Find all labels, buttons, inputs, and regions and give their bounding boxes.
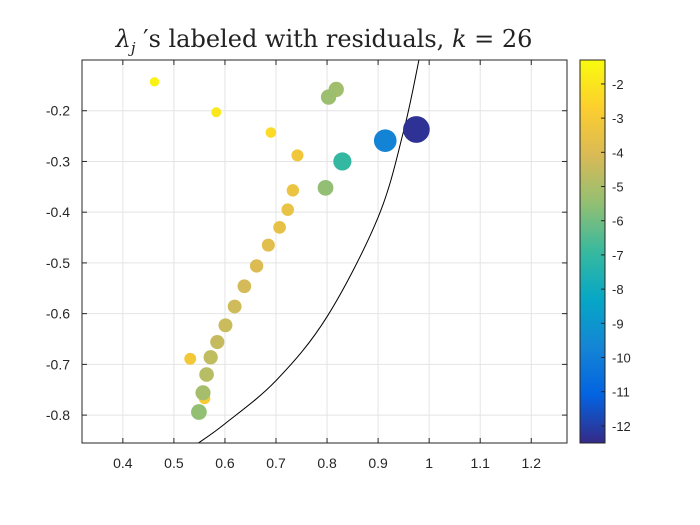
y-tick-label: -0.8	[46, 407, 70, 423]
title-k-value: = 26	[466, 25, 532, 53]
colorbar-tick-label: -2	[612, 77, 624, 92]
colorbar-box	[579, 59, 606, 444]
scatter-point	[273, 221, 286, 234]
chart-title: λj ′s labeled with residuals, k = 26	[115, 25, 533, 57]
scatter-point	[320, 89, 337, 105]
points-layer	[149, 77, 430, 420]
scatter-point	[333, 152, 352, 171]
grid-layer	[82, 60, 567, 443]
colorbar-fill	[580, 60, 605, 443]
y-tick-label: -0.7	[46, 356, 70, 372]
scatter-point	[265, 127, 277, 138]
y-tick-label: -0.3	[46, 153, 70, 169]
scatter-point	[199, 367, 214, 382]
y-tick-label: -0.5	[46, 255, 70, 271]
title-rest: ′s labeled with residuals,	[135, 25, 451, 53]
x-tick-label: 0.4	[113, 455, 133, 471]
scatter-point	[291, 149, 304, 162]
colorbar-ticks: -2 -3 -4 -5 -6 -7 -8 -9 -10 -11 -12	[601, 77, 631, 434]
colorbar-tick-label: -12	[612, 419, 631, 434]
plot-area: 0.4 0.5 0.6 0.7 0.8 0.9 1 1.1 1.2 -0.8 -0.7 -0.6 -0.…	[46, 59, 568, 471]
scatter-point	[317, 179, 334, 196]
scatter-point	[203, 350, 218, 365]
scatter-point	[403, 116, 430, 143]
scatter-point	[195, 385, 211, 401]
y-tick-label: -0.2	[46, 103, 70, 119]
colorbar-tick-label: -5	[612, 180, 624, 195]
scatter-point	[281, 203, 295, 216]
x-tick-label: 0.6	[215, 455, 235, 471]
scatter-point	[286, 184, 300, 197]
colorbar-tick-label: -7	[612, 248, 624, 263]
y-tick-label: -0.4	[46, 204, 70, 220]
title-subscript: j	[128, 39, 136, 57]
colorbar-tick-label: -9	[612, 316, 624, 331]
x-tick-label: 1	[425, 455, 433, 471]
scatter-point	[191, 404, 207, 420]
title-lambda: λ	[115, 25, 131, 53]
scatter-point	[237, 279, 252, 294]
colorbar-tick-label: -8	[612, 282, 624, 297]
scatter-point	[227, 299, 242, 314]
scatter-point	[249, 259, 264, 273]
colorbar-tick-label: -10	[612, 351, 631, 366]
y-tick-label: -0.6	[46, 306, 70, 322]
colorbar-tick-label: -3	[612, 111, 624, 126]
scatter-point	[218, 318, 233, 333]
x-tick-label: 1.1	[470, 455, 490, 471]
title-k: k	[452, 25, 467, 53]
x-tick-label: 0.8	[317, 455, 337, 471]
x-tick-label: 0.5	[164, 455, 184, 471]
scatter-point	[184, 352, 197, 365]
x-tick-label: 0.7	[266, 455, 286, 471]
scatter-point	[373, 129, 397, 152]
x-tick-label: 1.2	[522, 455, 542, 471]
axes-box	[81, 59, 568, 444]
scatter-point	[211, 107, 222, 118]
colorbar-tick-label: -6	[612, 214, 624, 229]
colorbar-tick-label: -4	[612, 145, 624, 160]
scatter-point	[149, 77, 160, 87]
scatter-point	[210, 334, 225, 350]
colorbar: -2 -3 -4 -5 -6 -7 -8 -9 -10 -11 -12	[579, 59, 631, 444]
scatter-point	[261, 238, 275, 252]
ticks-layer: 0.4 0.5 0.6 0.7 0.8 0.9 1 1.1 1.2 -0.8 -0.7 -0.6 -0.…	[46, 60, 567, 471]
colorbar-tick-label: -11	[612, 385, 630, 400]
x-tick-label: 0.9	[368, 455, 388, 471]
